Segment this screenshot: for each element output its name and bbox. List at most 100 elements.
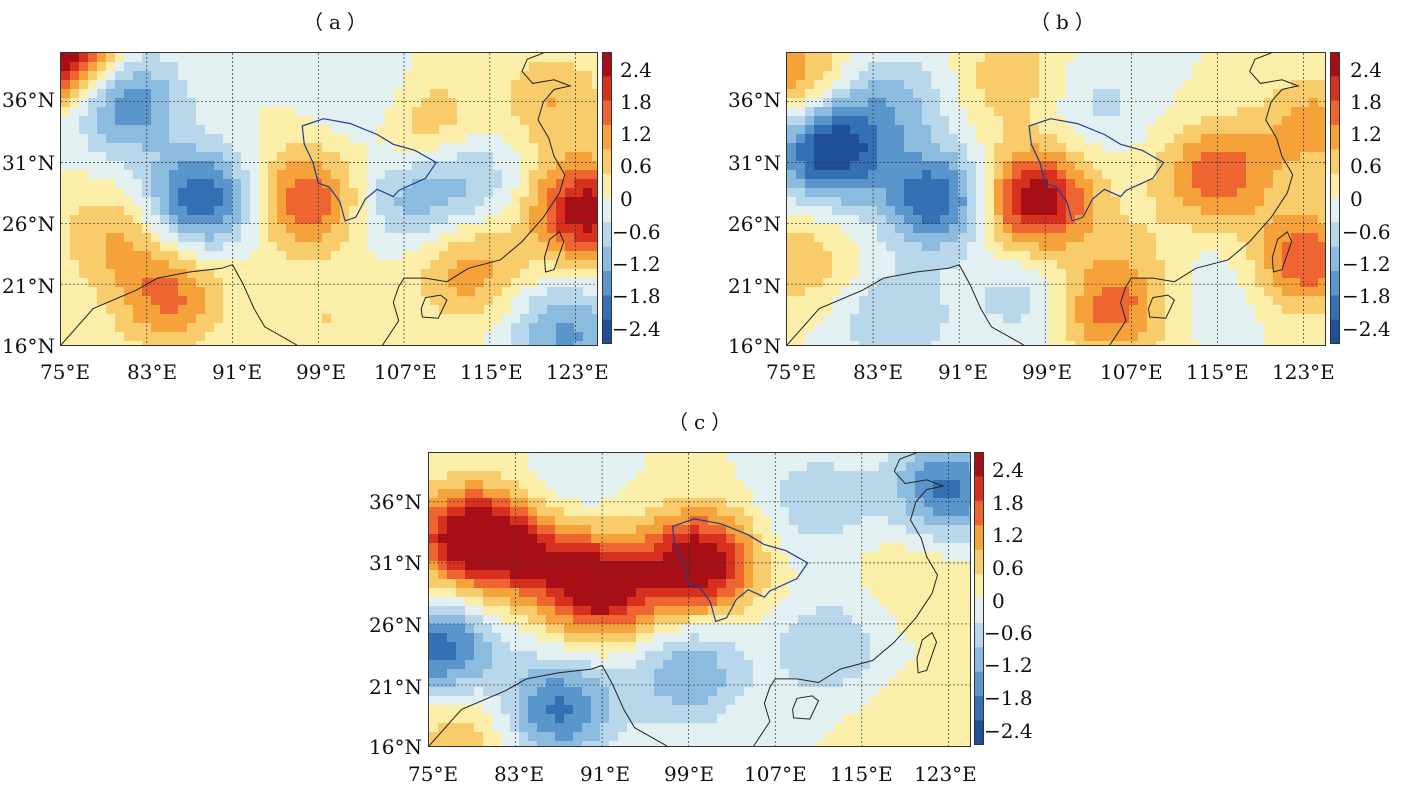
heatmap-cell <box>232 233 242 243</box>
heatmap-cell <box>582 480 592 490</box>
heatmap-cell <box>205 134 215 144</box>
heatmap-cell <box>349 107 359 117</box>
heatmap-cell <box>133 269 143 279</box>
heatmap-cell <box>1093 188 1103 198</box>
heatmap-cell <box>250 53 260 63</box>
heatmap-cell <box>277 224 287 234</box>
heatmap-cell <box>196 197 206 207</box>
heatmap-cell <box>735 498 745 508</box>
heatmap-cell <box>538 71 548 81</box>
heatmap-cell <box>70 98 80 108</box>
heatmap-cell <box>1192 323 1202 333</box>
heatmap-cell <box>787 197 797 207</box>
heatmap-cell <box>456 579 466 589</box>
heatmap-cell <box>627 480 637 490</box>
heatmap-cell <box>241 251 251 261</box>
heatmap-cell <box>1129 53 1139 63</box>
heatmap-cell <box>385 269 395 279</box>
heatmap-cell <box>805 287 815 297</box>
heatmap-cell <box>1264 323 1274 333</box>
heatmap-cell <box>904 233 914 243</box>
heatmap-cell <box>708 489 718 499</box>
heatmap-cell <box>187 116 197 126</box>
heatmap-cell <box>618 462 628 472</box>
heatmap-cell <box>627 561 637 571</box>
heatmap-cell <box>70 179 80 189</box>
heatmap-cell <box>169 332 179 342</box>
heatmap-cell <box>823 197 833 207</box>
heatmap-cell <box>922 305 932 315</box>
heatmap-cell <box>583 215 593 225</box>
heatmap-cell <box>915 525 925 535</box>
heatmap-cell <box>484 80 494 90</box>
heatmap-cell <box>241 143 251 153</box>
heatmap-cell <box>994 170 1004 180</box>
heatmap-cell <box>924 525 934 535</box>
heatmap-cell <box>931 341 941 345</box>
heatmap-cell <box>886 215 896 225</box>
heatmap-cell <box>1021 206 1031 216</box>
heatmap-cell <box>556 314 566 324</box>
heatmap-cell <box>583 53 593 63</box>
heatmap-cell <box>187 152 197 162</box>
heatmap-cell <box>1318 242 1325 252</box>
heatmap-cell <box>1228 134 1238 144</box>
heatmap-cell <box>493 62 503 72</box>
heatmap-cell <box>591 552 601 562</box>
heatmap-cell <box>214 53 224 63</box>
heatmap-cell <box>340 89 350 99</box>
heatmap-cell <box>852 516 862 526</box>
heatmap-cell <box>895 287 905 297</box>
heatmap-cell <box>493 152 503 162</box>
cbar-tick-b-4: 0 <box>1350 187 1363 211</box>
heatmap-cell <box>295 116 305 126</box>
heatmap-cell <box>744 480 754 490</box>
heatmap-cell <box>1264 206 1274 216</box>
colorbar-swatch <box>1330 319 1340 344</box>
heatmap-cell <box>70 215 80 225</box>
heatmap-cell <box>868 332 878 342</box>
heatmap-cell <box>1084 278 1094 288</box>
heatmap-cell <box>556 161 566 171</box>
heatmap-cell <box>913 206 923 216</box>
heatmap-cell <box>538 323 548 333</box>
heatmap-cell <box>787 152 797 162</box>
heatmap-cell <box>1093 224 1103 234</box>
heatmap-cell <box>259 278 269 288</box>
heatmap-cell <box>913 152 923 162</box>
heatmap-cell <box>268 125 278 135</box>
heatmap-cell <box>663 462 673 472</box>
heatmap-cell <box>484 98 494 108</box>
heatmap-cell <box>187 260 197 270</box>
heatmap-cell <box>1120 152 1130 162</box>
heatmap-cell <box>1183 314 1193 324</box>
heatmap-cell <box>868 287 878 297</box>
heatmap-cell <box>1120 71 1130 81</box>
heatmap-cell <box>322 143 332 153</box>
heatmap-cell <box>439 323 449 333</box>
heatmap-cell <box>879 543 889 553</box>
heatmap-cell <box>1264 314 1274 324</box>
heatmap-cell <box>547 269 557 279</box>
heatmap-cell <box>178 98 188 108</box>
heatmap-cell <box>976 98 986 108</box>
heatmap-cell <box>1129 197 1139 207</box>
heatmap-cell <box>142 215 152 225</box>
heatmap-cell <box>178 260 188 270</box>
heatmap-cell <box>438 552 448 562</box>
heatmap-cell <box>1255 80 1265 90</box>
heatmap-cell <box>850 125 860 135</box>
heatmap-cell <box>940 197 950 207</box>
heatmap-cell <box>877 170 887 180</box>
heatmap-cell <box>492 480 502 490</box>
heatmap-cell <box>1183 53 1193 63</box>
heatmap-cell <box>843 480 853 490</box>
heatmap-cell <box>1093 125 1103 135</box>
heatmap-cell <box>331 161 341 171</box>
heatmap-cell <box>592 62 597 72</box>
heatmap-cell <box>592 224 597 234</box>
heatmap-cell <box>151 125 161 135</box>
heatmap-cell <box>574 242 584 252</box>
heatmap-cell <box>340 134 350 144</box>
heatmap-cell <box>1048 143 1058 153</box>
